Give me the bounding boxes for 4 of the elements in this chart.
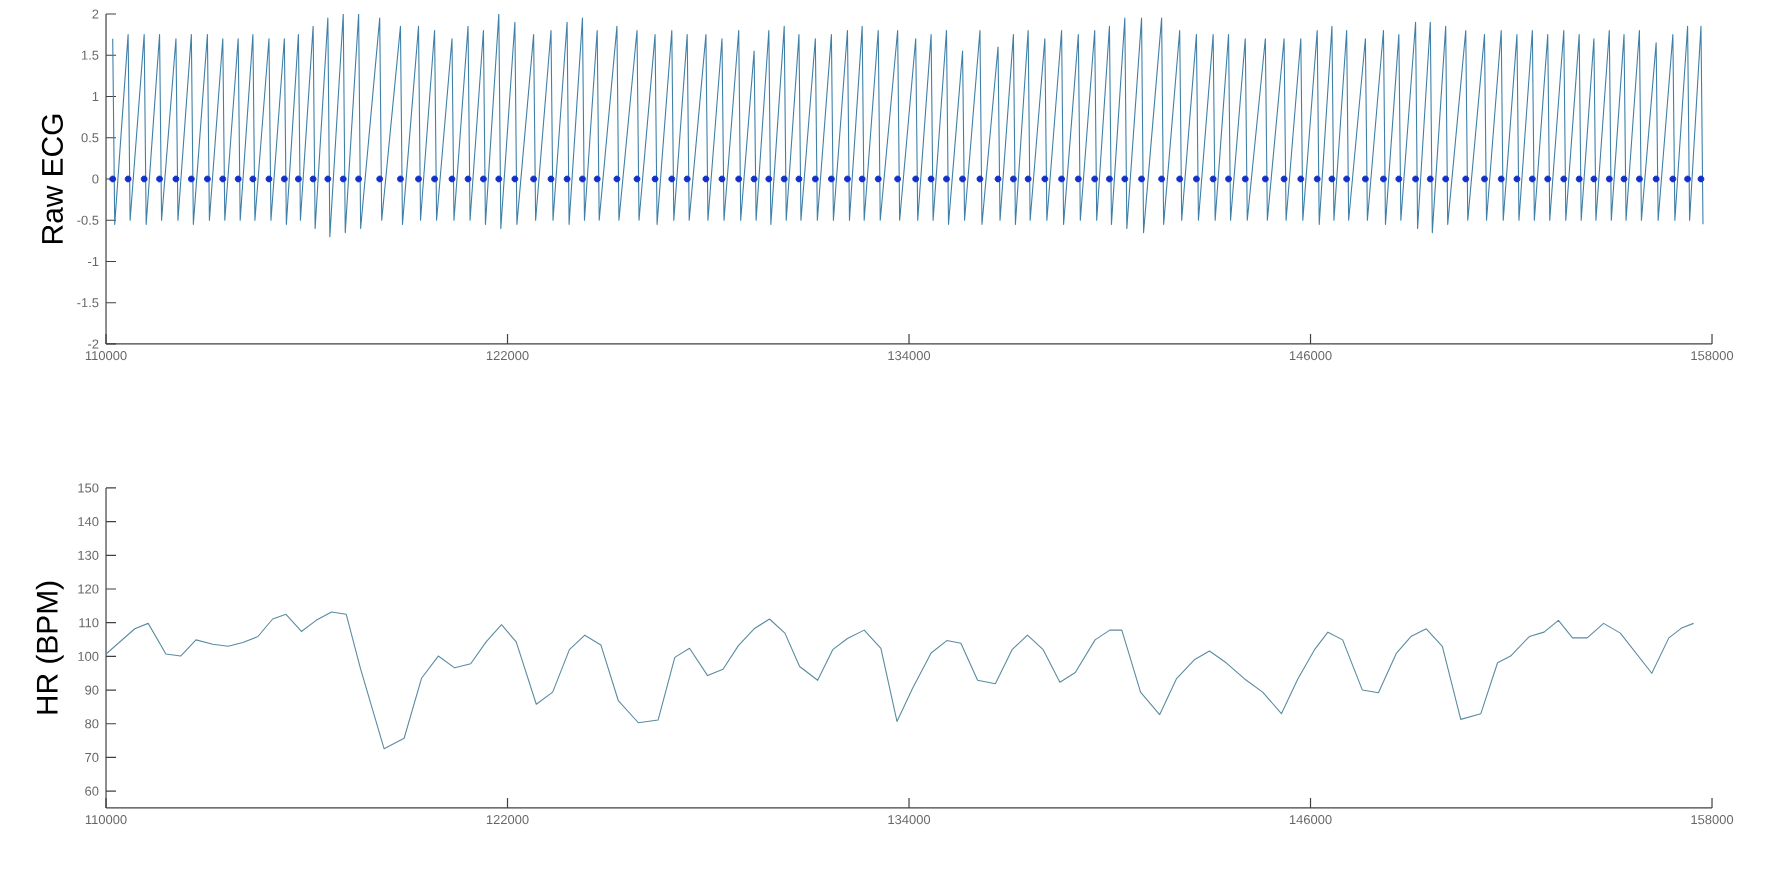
y-axis-title: HR (BPM) (35, 581, 64, 714)
line-series (106, 611, 1695, 750)
y-axis-title: Raw ECG (41, 114, 63, 243)
line-series (112, 13, 1704, 238)
